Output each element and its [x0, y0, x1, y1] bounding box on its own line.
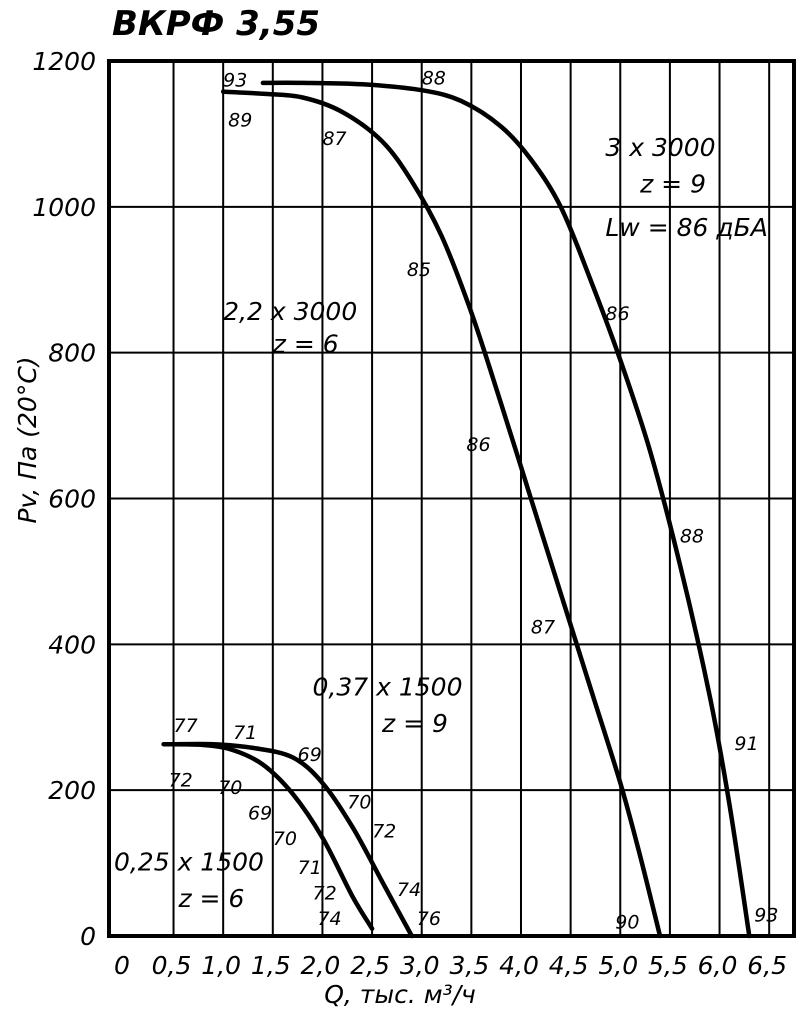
x-tick-label: 1,5: [251, 951, 291, 980]
efficiency-label: 74: [317, 908, 341, 930]
fan-spec-label: 3 x 3000: [605, 133, 715, 162]
y-tick-label: 1000: [32, 193, 96, 222]
efficiency-label: 88: [422, 67, 446, 89]
x-tick-label: 3,5: [449, 951, 489, 980]
x-tick-label: 3,0: [400, 951, 440, 980]
y-tick-label: 1200: [32, 47, 96, 76]
efficiency-label: 91: [734, 733, 758, 755]
x-tick-label: 6,0: [698, 951, 738, 980]
x-axis-label: Q, тыс. м³/ч: [324, 980, 476, 1009]
efficiency-label: 85: [407, 259, 431, 281]
curve-4: [171, 741, 415, 939]
efficiency-label: 69: [248, 802, 272, 824]
x-tick-label: 2,0: [301, 951, 341, 980]
efficiency-label: 76: [417, 908, 441, 930]
efficiency-label: 72: [313, 883, 337, 905]
chart-title: ВКРФ 3,55: [112, 4, 320, 44]
fan-spec-label: z = 6: [177, 884, 244, 913]
fan-spec-label: Lw = 86 дБА: [605, 213, 768, 242]
efficiency-label: 93: [223, 70, 247, 92]
y-tick-label: 200: [48, 776, 96, 805]
efficiency-label: 89: [228, 110, 252, 132]
x-tick-label: 0,5: [152, 951, 192, 980]
fan-spec-label: 2,2 x 3000: [223, 297, 357, 326]
efficiency-label: 90: [615, 912, 639, 934]
efficiency-label: 87: [322, 128, 346, 150]
x-tick-label: 4,5: [549, 951, 589, 980]
efficiency-label: 88: [680, 525, 704, 547]
fan-spec-label: 0,37 x 1500: [313, 672, 463, 701]
curve-2: [260, 80, 752, 939]
efficiency-label: 86: [466, 434, 490, 456]
x-tick-label: 6,5: [747, 951, 787, 980]
y-tick-label: 0: [80, 922, 96, 951]
fan-spec-label: z = 6: [272, 330, 339, 359]
x-tick-label: 5,0: [598, 951, 638, 980]
efficiency-label: 72: [372, 821, 396, 843]
annotations: 2,2 x 3000 z = 6 3 x 3000 z = 9 Lw = 86 дБА 0…: [114, 133, 768, 913]
efficiency-label: 70: [347, 791, 371, 813]
x-tick-label: 4,0: [499, 951, 539, 980]
y-tick-label: 600: [48, 485, 96, 514]
efficiency-label: 72: [169, 770, 193, 792]
x-tick-label: 0: [114, 951, 130, 980]
efficiency-label: 87: [531, 616, 555, 638]
efficiency-label: 69: [298, 744, 322, 766]
fan-spec-label: z = 9: [381, 709, 448, 738]
fan-spec-label: z = 9: [639, 169, 706, 198]
efficiency-label: 70: [218, 777, 242, 799]
performance-curves: [161, 80, 752, 939]
grid-lines: [109, 61, 794, 936]
efficiency-label: 86: [605, 303, 629, 325]
plot-frame: [107, 59, 796, 938]
efficiency-label: 70: [273, 828, 297, 850]
efficiency-label: 71: [233, 722, 257, 744]
y-axis-label: Pv, Па (20°С): [13, 356, 42, 523]
fan-spec-label: 0,25 x 1500: [114, 847, 264, 876]
x-tick-label: 1,0: [201, 951, 241, 980]
y-tick-labels: 0 200 400 600 800 1000 1200: [32, 47, 96, 951]
curve-1: [220, 89, 663, 939]
x-tick-label: 2,5: [350, 951, 390, 980]
efficiency-label: 71: [298, 857, 322, 879]
efficiency-label: 74: [397, 879, 421, 901]
y-tick-label: 400: [48, 630, 96, 659]
x-tick-labels: 0 0,5 1,0 1,5 2,0 2,5 3,0 3,5 4,0 4,5 5,0 5,5 6,0 6,5: [114, 951, 787, 980]
y-tick-label: 800: [48, 339, 96, 368]
x-tick-label: 5,5: [648, 951, 688, 980]
efficiency-label: 93: [754, 904, 778, 926]
efficiency-label: 77: [174, 715, 198, 737]
